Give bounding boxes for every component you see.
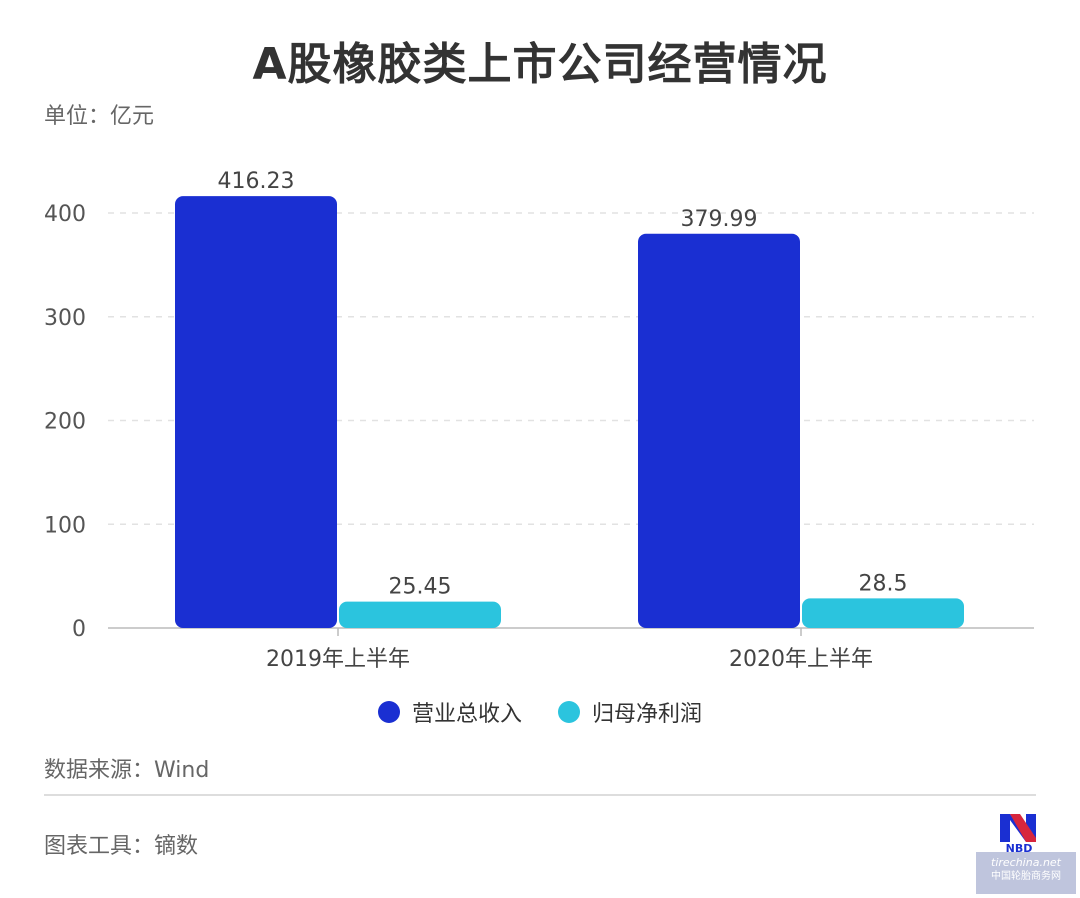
data-source: 数据来源：Wind: [44, 758, 210, 783]
y-tick-200: 200: [44, 410, 86, 435]
bar-revenue-1: [638, 233, 800, 628]
chart-title: A股橡胶类上市公司经营情况: [252, 39, 828, 90]
y-tick-400: 400: [44, 202, 86, 227]
bar-profit-1: [802, 598, 964, 628]
watermark-top: tirechina.net: [991, 856, 1061, 869]
unit-label: 单位：亿元: [44, 104, 155, 129]
y-tick-300: 300: [44, 306, 86, 331]
data-label-revenue-1: 379.99: [681, 207, 758, 232]
data-label-profit-0: 25.45: [389, 575, 452, 600]
logo-text: NBD: [1006, 842, 1033, 854]
y-tick-100: 100: [44, 513, 86, 538]
bar-revenue-0: [175, 196, 337, 628]
legend-item-profit: 归母净利润: [558, 696, 702, 728]
divider: [44, 794, 1036, 796]
bar-chart: 0 100 200 300 400 2019年上半年 416.23 25.45 2020年上半年…: [44, 169, 1034, 672]
bar-profit-0: [339, 601, 501, 628]
legend-label-revenue: 营业总收入: [411, 702, 522, 727]
category-label-0: 2019年上半年: [266, 647, 410, 672]
legend-dot-profit: [558, 701, 580, 723]
legend-label-profit: 归母净利润: [592, 702, 703, 727]
nbd-logo: NBD: [1000, 814, 1036, 854]
legend-dot-revenue: [377, 701, 400, 723]
watermark-bottom: 中国轮胎商务网: [991, 871, 1061, 882]
data-label-profit-1: 28.5: [859, 571, 908, 596]
data-label-revenue-0: 416.23: [218, 169, 295, 194]
legend: 营业总收入 归母净利润: [0, 696, 1080, 728]
category-label-1: 2020年上半年: [729, 647, 873, 672]
chart-tool-credit: 图表工具：镝数: [44, 834, 199, 859]
watermark: tirechina.net 中国轮胎商务网: [976, 852, 1076, 894]
y-tick-0: 0: [72, 617, 86, 642]
legend-item-revenue: 营业总收入: [377, 696, 522, 728]
